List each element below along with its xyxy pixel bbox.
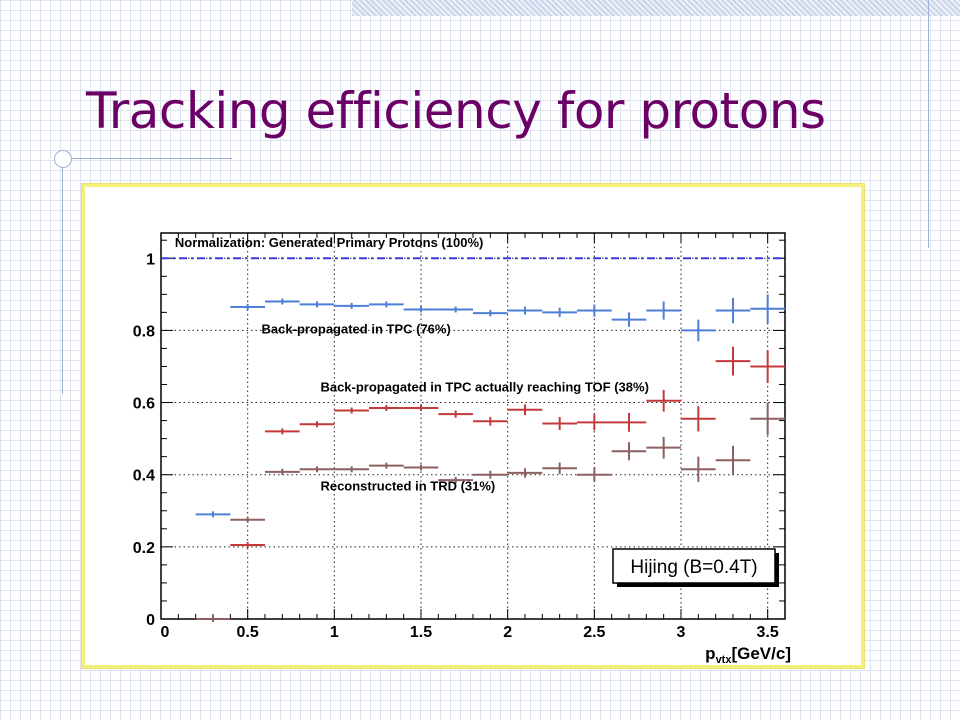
decorative-circle-icon — [54, 150, 72, 168]
x-tick-label: 3.5 — [757, 624, 779, 641]
y-tick-label: 0.8 — [133, 323, 155, 340]
chart-annotation: Normalization: Generated Primary Protons… — [175, 235, 483, 250]
x-axis-label-unit: [GeV/c] — [731, 644, 791, 663]
y-tick-label: 0 — [146, 612, 155, 629]
efficiency-plot: 0 0.5 1 1.5 2 2.5 3 3.5 0 0.2 0.4 0.6 0.8 1 pvtx[GeV/c… — [133, 232, 791, 665]
chart-annotation: Back-propagated in TPC (76%) — [262, 322, 451, 337]
x-tick-label: 0.5 — [237, 624, 259, 641]
x-tick-label: 2 — [503, 624, 512, 641]
decorative-title-underline — [62, 158, 232, 159]
x-tick-label: 1 — [330, 624, 339, 641]
x-tick-label: 2.5 — [583, 624, 605, 641]
decorative-right-line — [928, 0, 929, 248]
x-tick-label: 1.5 — [410, 624, 432, 641]
x-axis-label-main: p — [705, 644, 715, 663]
y-tick-label: 0.6 — [133, 396, 155, 413]
y-tick-label: 1 — [146, 251, 155, 268]
chart-annotation: Reconstructed in TRD (31%) — [320, 479, 495, 494]
x-axis-label: pvtx[GeV/c] — [705, 644, 791, 665]
chart-frame: 0 0.5 1 1.5 2 2.5 3 3.5 0 0.2 0.4 0.6 0.8 1 pvtx[GeV/c… — [82, 184, 864, 668]
x-tick-label: 3 — [677, 624, 686, 641]
y-tick-label: 0.4 — [133, 468, 155, 485]
slide-title: Tracking efficiency for protons — [86, 82, 826, 140]
chart-annotation: Back-propagated in TPC actually reaching… — [320, 379, 648, 394]
x-axis-label-sub: vtx — [716, 654, 733, 665]
legend-box-label: Hijing (B=0.4T) — [630, 557, 757, 578]
plot-frame — [160, 232, 786, 620]
legend-box — [612, 548, 776, 584]
y-tick-label: 0.2 — [133, 540, 155, 557]
decorative-left-line — [62, 150, 63, 394]
decorative-top-bar — [352, 0, 960, 16]
x-tick-label: 0 — [161, 624, 170, 641]
